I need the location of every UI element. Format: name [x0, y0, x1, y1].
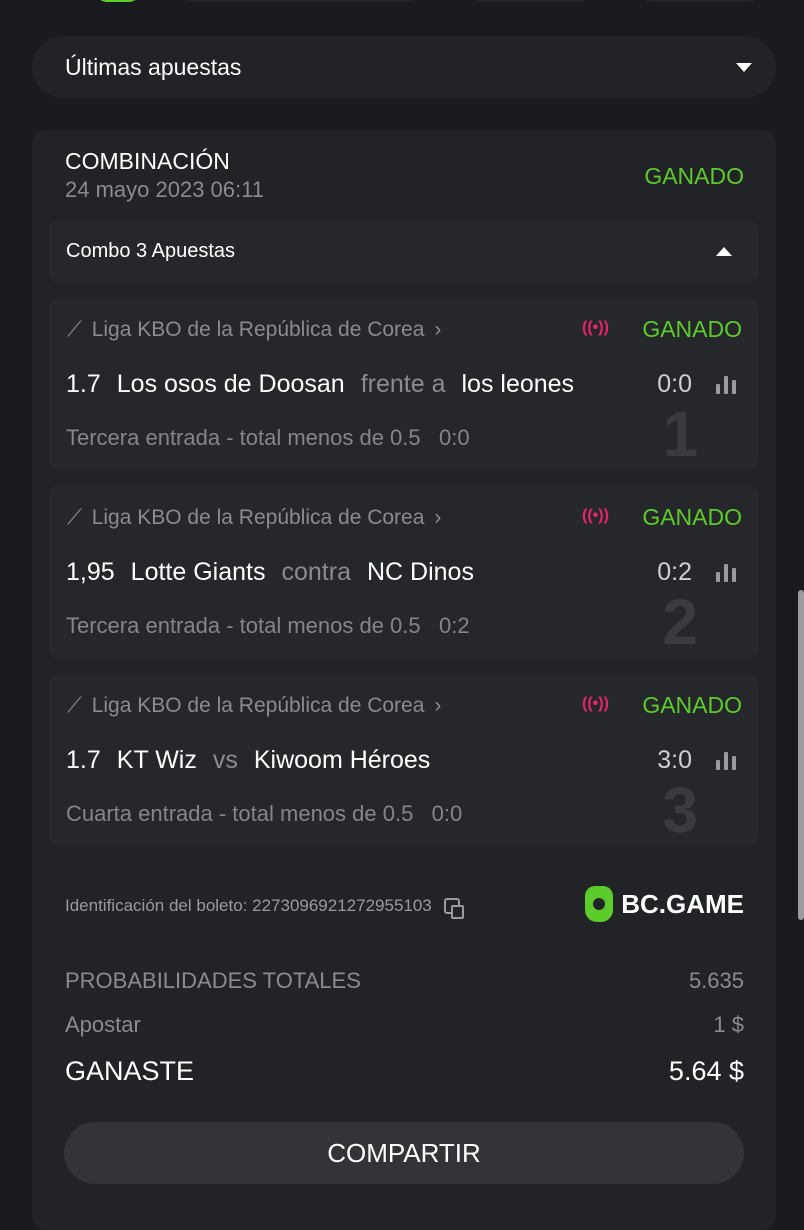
- caret-down-icon: [736, 62, 752, 72]
- total-odds-value: 5.635: [688, 968, 744, 993]
- winnings-value: 5.64 $: [668, 1056, 744, 1086]
- home-team: Lotte Giants: [130, 558, 266, 586]
- stats-icon[interactable]: [716, 562, 736, 582]
- stake-label: Apostar: [65, 1012, 141, 1037]
- bet-type: COMBINACIÓN: [65, 148, 230, 174]
- stake-row: Apostar 1 $: [65, 1012, 744, 1038]
- market-name: Cuarta entrada - total menos de 0.5: [66, 801, 414, 826]
- bet-leg[interactable]: 3 ⟋ Liga KBO de la República de Corea › ((…: [49, 674, 758, 846]
- combo-label: Combo 3 Apuestas: [66, 240, 235, 262]
- total-odds-label: PROBABILIDADES TOTALES: [65, 968, 361, 993]
- latest-bets-dropdown[interactable]: Últimas apuestas: [32, 36, 776, 98]
- share-button[interactable]: COMPARTIR: [64, 1122, 744, 1184]
- market: Tercera entrada - total menos de 0.5 0:0: [66, 425, 470, 451]
- league-name: Liga KBO de la República de Corea: [91, 318, 425, 341]
- league-name: Liga KBO de la República de Corea: [91, 694, 425, 717]
- leg-number: 1: [662, 398, 698, 470]
- stats-icon[interactable]: [716, 374, 736, 394]
- top-tab[interactable]: [470, 0, 590, 2]
- away-team: Kiwoom Héroes: [253, 746, 431, 774]
- brand-text: BC.GAME: [621, 888, 744, 919]
- live-icon: ((•)): [582, 507, 609, 524]
- leg-number: 2: [662, 586, 698, 658]
- versus: frente a: [360, 370, 446, 398]
- odds: 1,95: [66, 558, 115, 586]
- home-team: KT Wiz: [116, 746, 197, 774]
- bet-card: COMBINACIÓN 24 mayo 2023 06:11 GANADO Co…: [32, 130, 776, 1230]
- league-name: Liga KBO de la República de Corea: [91, 506, 425, 529]
- winnings-label: GANASTE: [65, 1056, 195, 1086]
- baseball-bat-icon: ⟋: [67, 318, 82, 341]
- bet-status: GANADO: [644, 163, 744, 189]
- total-odds-row: PROBABILIDADES TOTALES 5.635: [65, 968, 744, 994]
- leg-status: GANADO: [642, 692, 742, 718]
- active-top-tab[interactable]: [96, 0, 140, 2]
- bet-date: 24 mayo 2023 06:11: [65, 177, 264, 202]
- odds: 1.7: [66, 746, 101, 774]
- leg-number: 3: [662, 774, 698, 846]
- ticket-id-text: Identificación del boleto: 2273096921272…: [65, 896, 432, 915]
- league[interactable]: ⟋ Liga KBO de la República de Corea ›: [67, 694, 557, 718]
- top-tab[interactable]: [640, 0, 760, 2]
- combo-toggle[interactable]: Combo 3 Apuestas: [49, 221, 758, 282]
- chevron-right-icon: ›: [434, 506, 442, 529]
- league[interactable]: ⟋ Liga KBO de la República de Corea ›: [67, 506, 557, 530]
- stats-icon[interactable]: [716, 750, 736, 770]
- versus: contra: [281, 558, 351, 586]
- market-name: Tercera entrada - total menos de 0.5: [66, 613, 421, 638]
- home-team: Los osos de Doosan: [116, 370, 345, 398]
- market-score: 0:0: [431, 801, 463, 826]
- caret-up-icon: [716, 247, 732, 256]
- ticket-id: Identificación del boleto: 2273096921272…: [65, 896, 464, 919]
- live-icon: ((•)): [582, 695, 609, 712]
- away-team: NC Dinos: [366, 558, 474, 586]
- copy-icon[interactable]: [443, 898, 464, 919]
- market: Cuarta entrada - total menos de 0.5 0:0: [66, 801, 462, 827]
- versus: vs: [212, 746, 238, 774]
- chevron-right-icon: ›: [434, 694, 442, 717]
- market-score: 0:0: [439, 425, 470, 450]
- bc-game-logo: BC.GAME: [585, 886, 744, 922]
- dropdown-label: Últimas apuestas: [65, 53, 242, 80]
- market: Tercera entrada - total menos de 0.5 0:2: [66, 613, 470, 639]
- match: 1,95 Lotte Giants contra NC Dinos: [66, 558, 626, 587]
- stake-value: 1 $: [713, 1012, 744, 1037]
- league[interactable]: ⟋ Liga KBO de la República de Corea ›: [67, 318, 557, 342]
- market-name: Tercera entrada - total menos de 0.5: [66, 425, 421, 450]
- market-score: 0:2: [439, 613, 470, 638]
- score: 0:0: [657, 370, 692, 398]
- score: 0:2: [657, 558, 692, 586]
- chevron-right-icon: ›: [434, 318, 442, 341]
- leg-status: GANADO: [642, 316, 742, 342]
- scrollbar[interactable]: [798, 590, 804, 920]
- baseball-bat-icon: ⟋: [67, 506, 82, 529]
- baseball-bat-icon: ⟋: [67, 694, 82, 717]
- bet-leg[interactable]: 1 ⟋ Liga KBO de la República de Corea › ((…: [49, 298, 758, 470]
- bet-leg[interactable]: 2 ⟋ Liga KBO de la República de Corea › ((…: [49, 486, 758, 658]
- match: 1.7 KT Wiz vs Kiwoom Héroes: [66, 746, 626, 775]
- leg-status: GANADO: [642, 504, 742, 530]
- top-tab[interactable]: [180, 0, 420, 2]
- away-team: los leones: [461, 370, 575, 398]
- live-icon: ((•)): [582, 319, 609, 336]
- logo-mark-icon: [585, 886, 614, 922]
- odds: 1.7: [66, 370, 101, 398]
- winnings-row: GANASTE 5.64 $: [65, 1056, 744, 1087]
- score: 3:0: [657, 746, 692, 774]
- match: 1.7 Los osos de Doosan frente a los leones: [66, 370, 626, 399]
